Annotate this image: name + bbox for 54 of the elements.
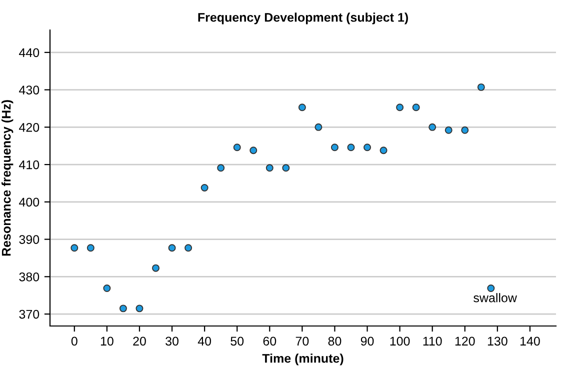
point xyxy=(314,123,322,131)
x-tick-label: 70 xyxy=(296,336,309,346)
point xyxy=(152,264,160,272)
point xyxy=(330,144,338,152)
y-tick-label: 370 xyxy=(19,310,40,319)
point xyxy=(364,144,372,152)
y-axis-title: Resonance frequency (Hz) xyxy=(2,100,14,256)
point xyxy=(477,83,485,91)
x-tick-label: 110 xyxy=(423,336,442,346)
point xyxy=(200,184,208,192)
point xyxy=(217,164,225,172)
point xyxy=(380,146,388,154)
annotation: swallow xyxy=(474,293,517,302)
point xyxy=(487,284,495,292)
x-tick-label: 140 xyxy=(520,336,540,346)
point xyxy=(347,144,355,152)
point xyxy=(168,244,176,252)
point xyxy=(461,126,469,134)
x-tick-label: 80 xyxy=(328,336,342,346)
chart-title: Frequency Development (subject 1) xyxy=(198,12,408,24)
point xyxy=(119,304,127,312)
x-tick-label: 90 xyxy=(360,336,374,346)
x-tick-label: 50 xyxy=(230,336,244,346)
y-tick-label: 440 xyxy=(19,48,40,58)
y-tick-label: 420 xyxy=(19,122,40,132)
y-tick-label: 410 xyxy=(19,160,40,170)
point xyxy=(103,284,111,292)
point xyxy=(444,126,452,134)
point xyxy=(136,304,144,312)
y-tick-label: 430 xyxy=(19,86,40,94)
x-tick-label: 10 xyxy=(100,336,114,346)
x-tick-label: 20 xyxy=(133,336,146,346)
point xyxy=(250,146,258,154)
point xyxy=(396,104,404,112)
point xyxy=(86,244,94,252)
x-tick-label: 100 xyxy=(390,336,410,346)
x-tick-label: 130 xyxy=(488,336,508,346)
point xyxy=(184,244,192,252)
point xyxy=(298,104,306,112)
point xyxy=(70,244,78,252)
x-tick-label: 0 xyxy=(71,336,78,346)
y-tick-label: 380 xyxy=(19,272,40,282)
point xyxy=(282,164,290,172)
y-tick-label: 400 xyxy=(19,198,40,207)
point xyxy=(266,164,274,172)
point xyxy=(428,123,436,131)
point xyxy=(412,104,420,112)
y-tick-label: 390 xyxy=(19,235,40,244)
x-axis-title: Time (minute) xyxy=(262,354,344,366)
x-tick-label: 30 xyxy=(166,336,178,346)
x-tick-label: 40 xyxy=(198,336,212,346)
point xyxy=(233,144,241,152)
x-tick-label: 120 xyxy=(455,336,475,346)
x-tick-label: 60 xyxy=(263,336,276,346)
